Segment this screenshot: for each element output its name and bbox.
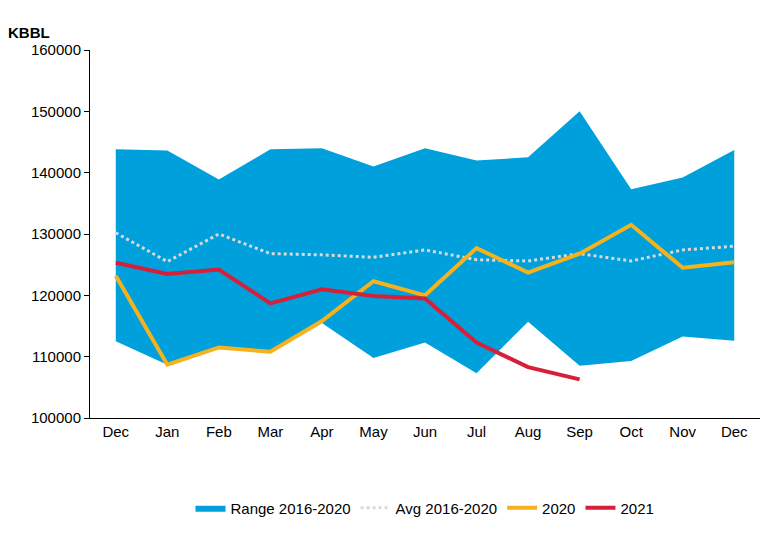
svg-text:Nov: Nov [669, 423, 696, 440]
svg-text:Feb: Feb [206, 423, 232, 440]
svg-text:Jun: Jun [413, 423, 437, 440]
svg-text:Oct: Oct [619, 423, 643, 440]
svg-text:140000: 140000 [31, 164, 81, 181]
svg-text:100000: 100000 [31, 409, 81, 426]
svg-text:Range 2016-2020: Range 2016-2020 [231, 500, 351, 517]
svg-text:130000: 130000 [31, 225, 81, 242]
svg-text:Apr: Apr [310, 423, 333, 440]
svg-text:150000: 150000 [31, 103, 81, 120]
svg-text:Aug: Aug [515, 423, 542, 440]
svg-text:Sep: Sep [566, 423, 593, 440]
svg-text:Dec: Dec [721, 423, 748, 440]
svg-text:KBBL: KBBL [8, 24, 50, 41]
svg-text:Jul: Jul [467, 423, 486, 440]
svg-text:120000: 120000 [31, 287, 81, 304]
svg-text:160000: 160000 [31, 41, 81, 58]
svg-text:2020: 2020 [542, 500, 575, 517]
svg-text:Mar: Mar [257, 423, 283, 440]
svg-text:110000: 110000 [32, 348, 81, 365]
svg-text:Jan: Jan [155, 423, 179, 440]
svg-text:Dec: Dec [102, 423, 129, 440]
svg-text:Avg 2016-2020: Avg 2016-2020 [396, 500, 497, 517]
svg-text:May: May [359, 423, 388, 440]
svg-text:2021: 2021 [620, 500, 653, 517]
